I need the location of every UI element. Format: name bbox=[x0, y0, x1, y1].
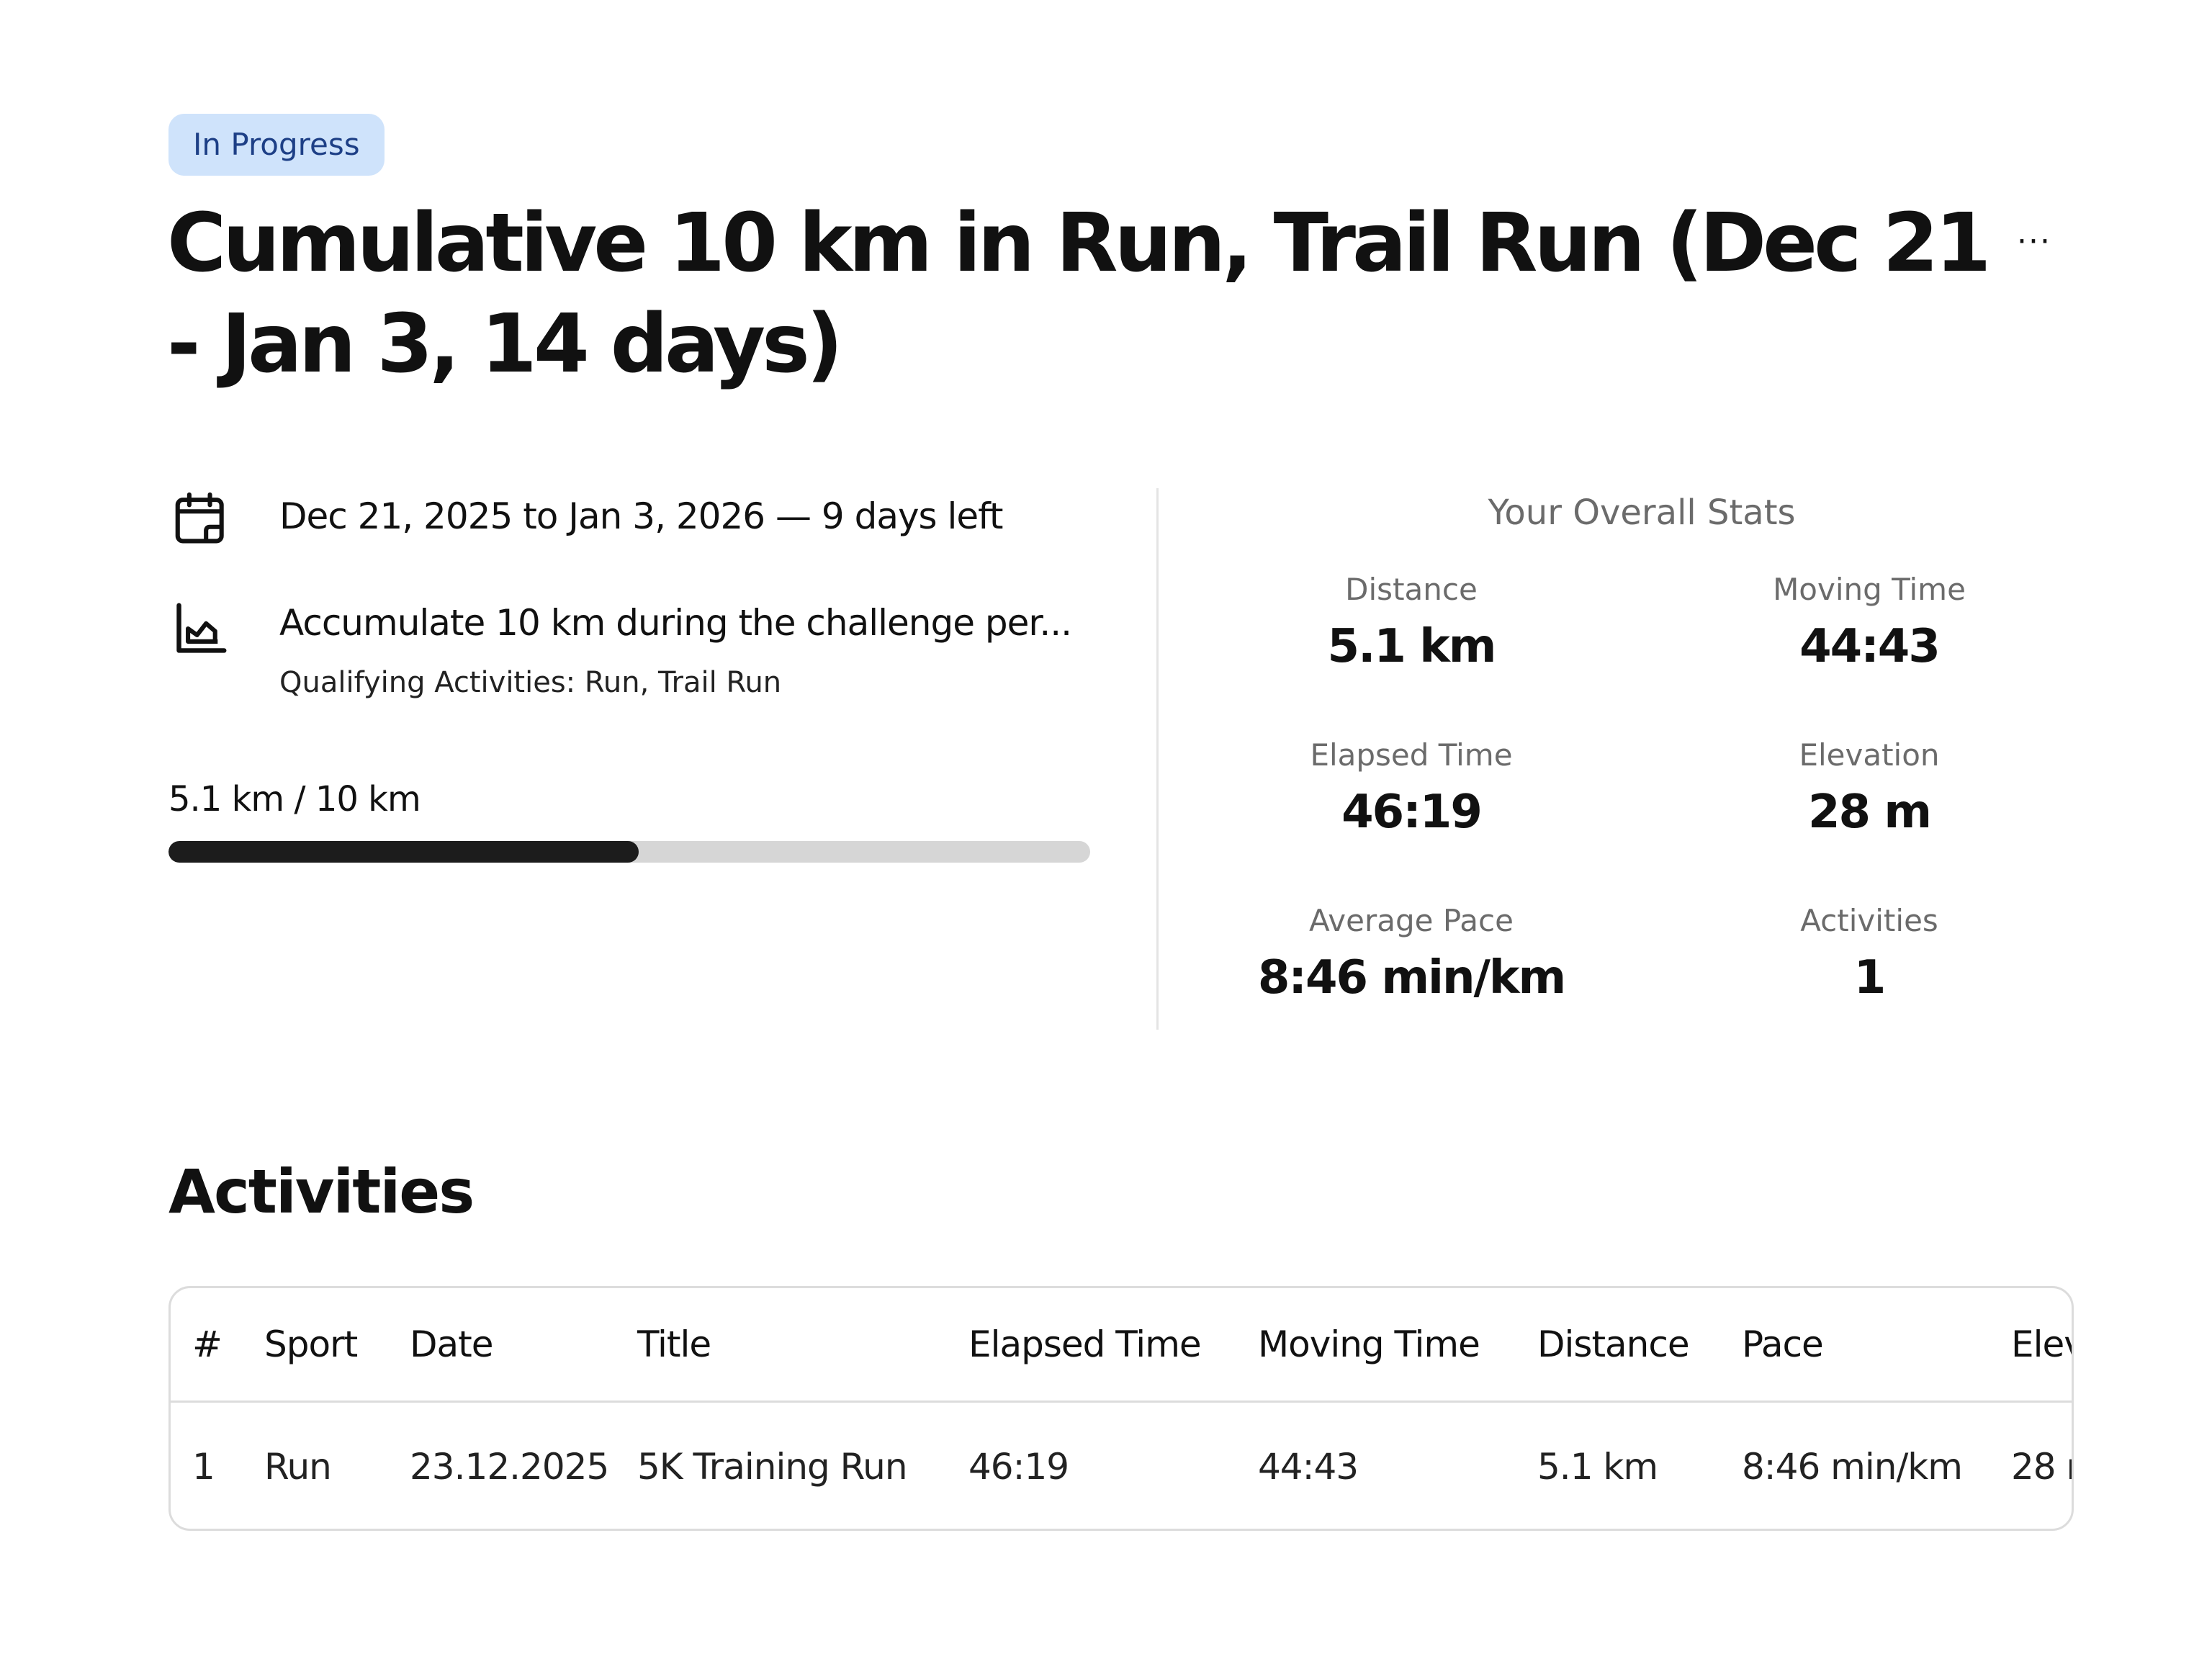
progress-bar-fill bbox=[168, 841, 639, 863]
stat-average-pace: Average Pace 8:46 min/km bbox=[1181, 900, 1642, 1008]
stat-elevation: Elevation 28 m bbox=[1639, 734, 2100, 842]
column-header-moving-time: Moving Time bbox=[1258, 1323, 1480, 1365]
cell-elapsed-time: 46:19 bbox=[968, 1446, 1069, 1488]
stat-value: 46:19 bbox=[1341, 786, 1483, 839]
column-header-elevation: Elev bbox=[2011, 1323, 2072, 1365]
column-header-distance: Distance bbox=[1537, 1323, 1690, 1365]
stat-elapsed-time: Elapsed Time 46:19 bbox=[1181, 734, 1642, 842]
activities-table: # Sport Date Title Elapsed Time Moving T… bbox=[168, 1286, 2074, 1531]
stat-label: Average Pace bbox=[1309, 903, 1514, 938]
stats-title: Your Overall Stats bbox=[1488, 493, 1796, 533]
stat-value: 5.1 km bbox=[1327, 620, 1497, 673]
goal-description: Accumulate 10 km during the challenge pe… bbox=[279, 602, 1072, 644]
date-range: Dec 21, 2025 to Jan 3, 2026 — 9 days lef… bbox=[279, 495, 1003, 537]
table-row[interactable]: 1 Run 23.12.2025 5K Training Run 46:19 4… bbox=[171, 1403, 2072, 1529]
progress-label: 5.1 km / 10 km bbox=[168, 779, 421, 819]
column-header-pace: Pace bbox=[1742, 1323, 1824, 1365]
column-header-date: Date bbox=[410, 1323, 494, 1365]
cell-distance: 5.1 km bbox=[1537, 1446, 1658, 1488]
stat-value: 44:43 bbox=[1799, 620, 1941, 673]
qualifying-activities: Qualifying Activities: Run, Trail Run bbox=[279, 666, 782, 699]
stat-value: 28 m bbox=[1807, 786, 1932, 839]
status-badge: In Progress bbox=[168, 114, 385, 176]
progress-bar bbox=[168, 841, 1090, 863]
cell-title-link[interactable]: 5K Training Run bbox=[637, 1446, 908, 1488]
cell-sport: Run bbox=[264, 1446, 332, 1488]
stat-label: Activities bbox=[1800, 903, 1938, 938]
stat-label: Elevation bbox=[1799, 737, 1940, 773]
cell-moving-time: 44:43 bbox=[1258, 1446, 1359, 1488]
stat-label: Elapsed Time bbox=[1310, 737, 1513, 773]
more-options-button[interactable]: ··· bbox=[2017, 222, 2051, 260]
cell-date: 23.12.2025 bbox=[410, 1446, 609, 1488]
stat-activities: Activities 1 bbox=[1639, 900, 2100, 1008]
section-divider bbox=[1156, 488, 1159, 1030]
calendar-icon bbox=[175, 492, 224, 544]
column-header-title: Title bbox=[637, 1323, 711, 1365]
cell-elevation: 28 m bbox=[2011, 1446, 2072, 1488]
stat-value: 1 bbox=[1853, 951, 1887, 1004]
activities-heading: Activities bbox=[168, 1156, 475, 1227]
column-header-number: # bbox=[192, 1323, 222, 1365]
stat-moving-time: Moving Time 44:43 bbox=[1639, 569, 2100, 677]
challenge-title: Cumulative 10 km in Run, Trail Run (Dec … bbox=[167, 197, 1991, 391]
stat-label: Distance bbox=[1345, 572, 1478, 607]
column-header-sport: Sport bbox=[264, 1323, 358, 1365]
cell-pace: 8:46 min/km bbox=[1742, 1446, 1963, 1488]
stat-distance: Distance 5.1 km bbox=[1181, 569, 1642, 677]
stat-label: Moving Time bbox=[1773, 572, 1966, 607]
cell-number: 1 bbox=[192, 1446, 215, 1488]
stat-value: 8:46 min/km bbox=[1257, 951, 1566, 1004]
chart-icon bbox=[176, 603, 227, 653]
column-header-elapsed-time: Elapsed Time bbox=[968, 1323, 1202, 1365]
table-header-row: # Sport Date Title Elapsed Time Moving T… bbox=[171, 1288, 2072, 1403]
